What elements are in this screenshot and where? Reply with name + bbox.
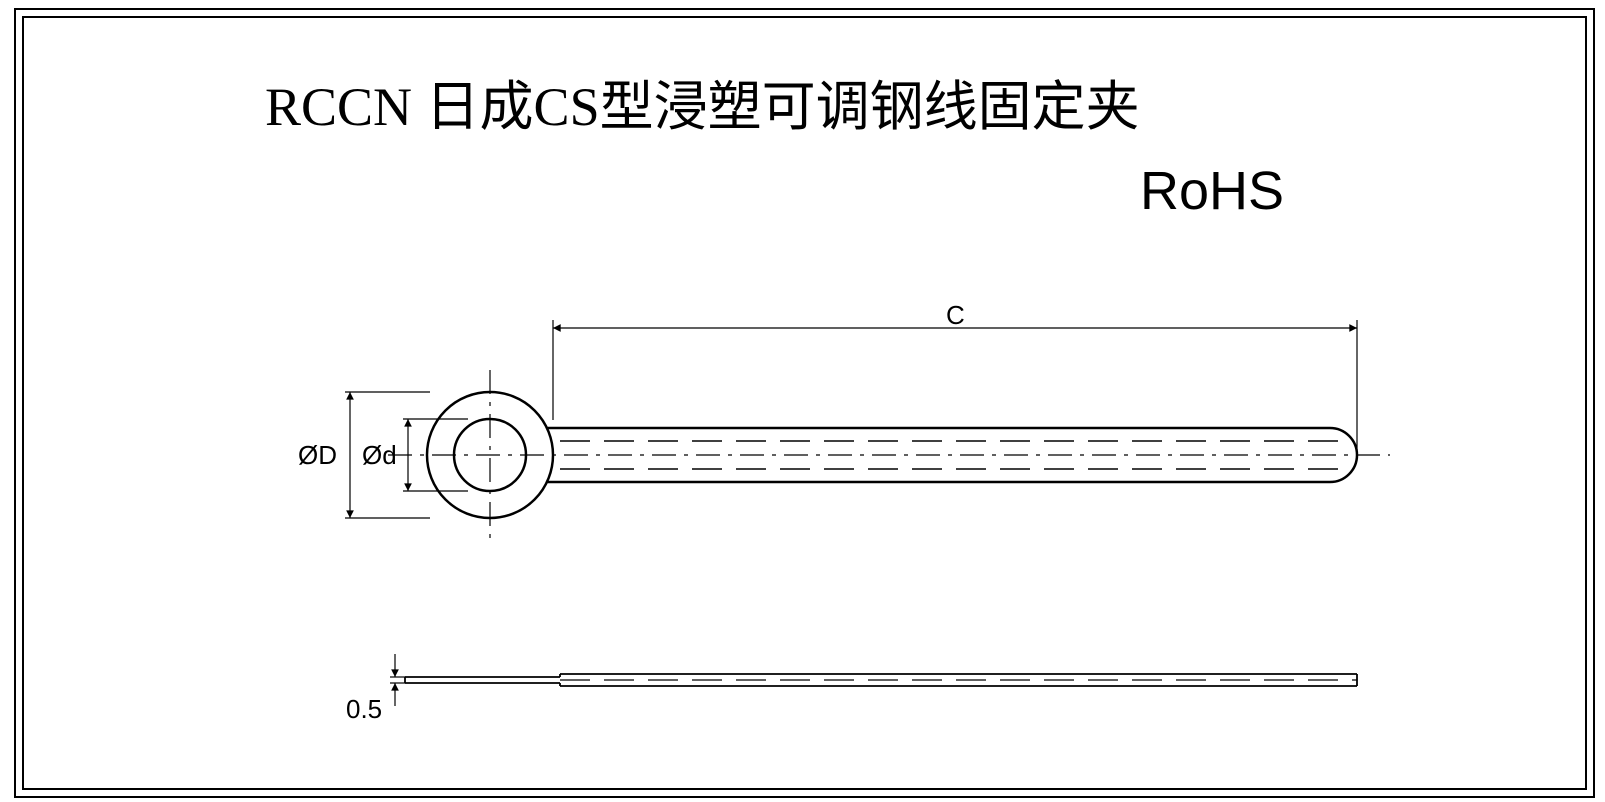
dim-C [553, 320, 1357, 450]
dim-C-label: C [946, 300, 965, 331]
page: RCCN 日成CS型浸塑可调钢线固定夹 RoHS [0, 0, 1605, 802]
top-view [388, 370, 1390, 538]
dim-D-label: ØD [298, 440, 337, 471]
dim-d-label: Ød [362, 440, 397, 471]
dim-thickness [390, 654, 405, 706]
dim-thickness-label: 0.5 [346, 694, 382, 725]
side-view [405, 674, 1357, 686]
dimensions [345, 320, 1357, 706]
technical-drawing [0, 0, 1605, 802]
